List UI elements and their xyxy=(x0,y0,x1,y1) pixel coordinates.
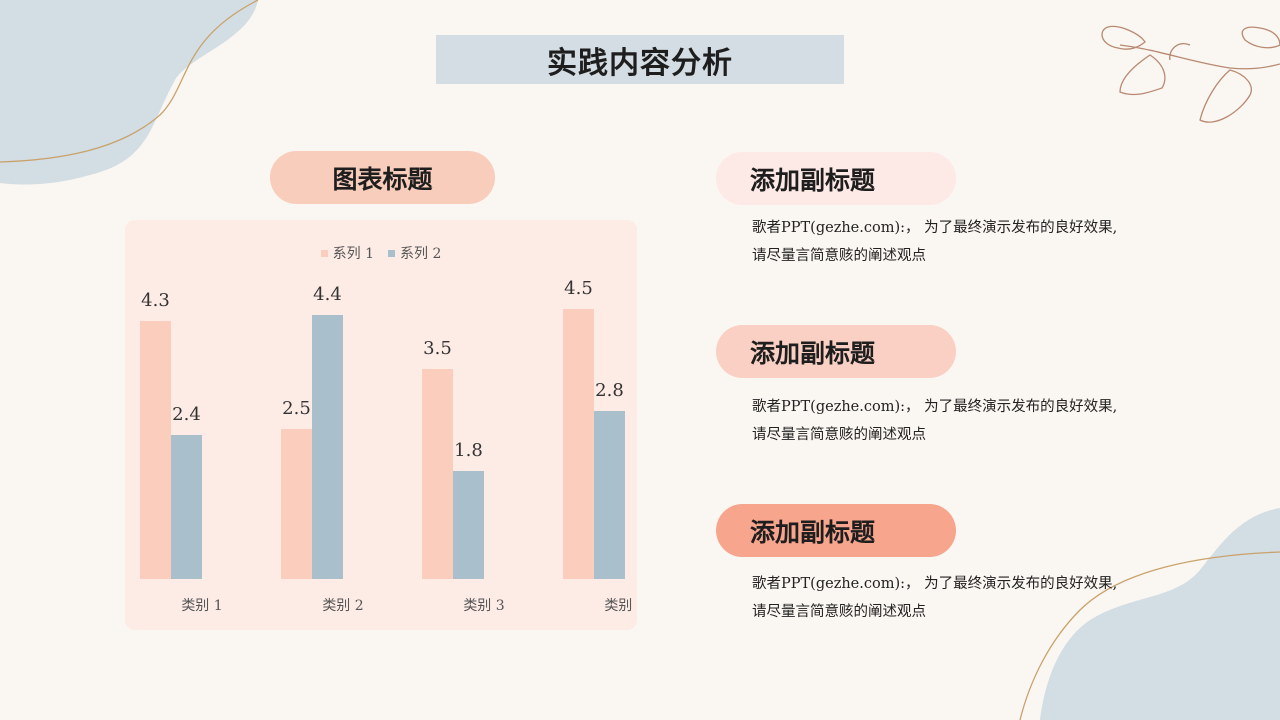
category-label-4: 类别 4 xyxy=(604,598,637,614)
legend-swatch-series-1 xyxy=(320,249,328,257)
chart-title: 图表标题 xyxy=(270,151,495,204)
section-1-text: 歌者PPT(gezhe.com):， 为了最终演示发布的良好效果, 请尽量言简意… xyxy=(752,214,1162,270)
data-label-series-1-category-1: 4.3 xyxy=(141,290,170,311)
category-label-3: 类别 3 xyxy=(463,598,504,614)
subtitle-3: 添加副标题 xyxy=(716,504,956,557)
data-label-series-2-category-2: 4.4 xyxy=(313,284,342,305)
section-1-line-1: 歌者PPT(gezhe.com):， 为了最终演示发布的良好效果, xyxy=(752,220,1118,236)
subtitle-2: 添加副标题 xyxy=(716,325,956,378)
section-3-line-1: 歌者PPT(gezhe.com):， 为了最终演示发布的良好效果, xyxy=(752,576,1118,592)
page-title: 实践内容分析 xyxy=(436,35,844,84)
bar-series-2-category-4 xyxy=(594,411,625,579)
bar-series-2-category-2 xyxy=(312,315,343,579)
bar-series-1-category-1 xyxy=(140,321,171,579)
subtitle-1: 添加副标题 xyxy=(716,152,956,205)
gold-line-top-left xyxy=(0,0,259,163)
bar-series-1-category-2 xyxy=(281,429,312,579)
data-label-series-1-category-4: 4.5 xyxy=(564,278,593,299)
bar-chart: 4.3 2.4 类别 1 2.5 4.4 类别 2 3.5 1.8 类别 3 4.5 2.8 类别 4 xyxy=(140,278,637,614)
data-label-series-1-category-2: 2.5 xyxy=(282,398,311,419)
category-label-1: 类别 1 xyxy=(181,598,222,614)
leaf-branch-icon xyxy=(1101,25,1280,123)
section-2-line-2: 请尽量言简意赅的阐述观点 xyxy=(752,427,926,443)
gold-line-bottom-right xyxy=(1019,551,1280,720)
legend-item-series-1: 系列 1 xyxy=(320,243,374,263)
category-label-2: 类别 2 xyxy=(322,598,363,614)
legend-swatch-series-2 xyxy=(388,249,395,257)
legend-label-series-1: 系列 1 xyxy=(332,246,374,262)
section-1-line-2: 请尽量言简意赅的阐述观点 xyxy=(752,248,926,264)
legend-item-series-2: 系列 2 xyxy=(388,243,441,263)
data-label-series-1-category-3: 3.5 xyxy=(423,338,452,359)
blue-blob-bottom-right xyxy=(1040,508,1280,720)
bar-series-1-category-4 xyxy=(563,309,594,579)
chart-panel: 系列 1 系列 2 4.3 2.4 类别 1 2.5 4.4 类别 2 3.5 1.8 类别 3… xyxy=(125,220,637,630)
chart-legend: 系列 1 系列 2 xyxy=(125,243,637,263)
data-label-series-2-category-4: 2.8 xyxy=(595,380,624,401)
bar-series-2-category-1 xyxy=(171,435,202,579)
data-label-series-2-category-3: 1.8 xyxy=(454,440,483,461)
section-2-text: 歌者PPT(gezhe.com):， 为了最终演示发布的良好效果, 请尽量言简意… xyxy=(752,393,1162,449)
bar-series-1-category-3 xyxy=(422,369,453,579)
section-3-text: 歌者PPT(gezhe.com):， 为了最终演示发布的良好效果, 请尽量言简意… xyxy=(752,570,1162,626)
blue-blob-top-left xyxy=(0,0,258,185)
section-3-line-2: 请尽量言简意赅的阐述观点 xyxy=(752,604,926,620)
data-label-series-2-category-1: 2.4 xyxy=(172,404,201,425)
bar-series-2-category-3 xyxy=(453,471,484,579)
legend-label-series-2: 系列 2 xyxy=(400,246,442,262)
section-2-line-1: 歌者PPT(gezhe.com):， 为了最终演示发布的良好效果, xyxy=(752,399,1118,415)
